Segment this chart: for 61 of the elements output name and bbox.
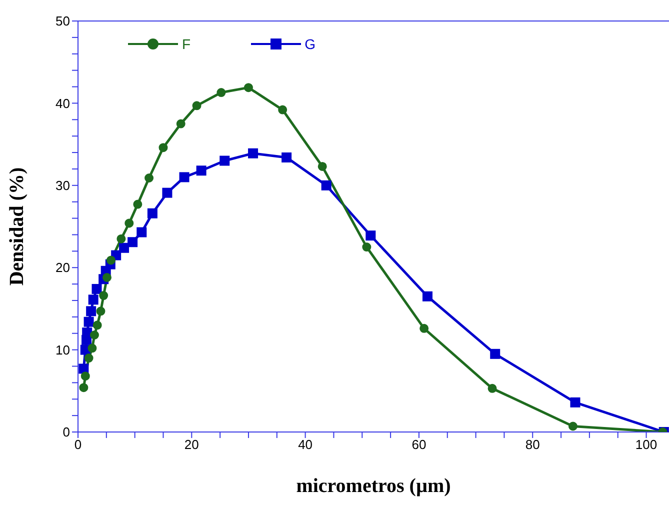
point (147, 208, 158, 218)
point (366, 230, 376, 241)
y-tick-label: 30 (56, 178, 70, 194)
point (490, 348, 500, 359)
y-tick-label: 40 (56, 96, 70, 111)
point (196, 166, 206, 176)
point (99, 291, 108, 300)
y-tick-label: 10 (56, 342, 70, 358)
y-axis-title: Densidad (%) (6, 167, 28, 286)
point (216, 88, 226, 98)
point (176, 119, 186, 128)
point (278, 105, 288, 114)
point (79, 383, 88, 392)
point (192, 101, 202, 110)
x-tick-label: 60 (412, 437, 426, 452)
point (248, 148, 258, 158)
point (179, 172, 190, 182)
x-tick-label: 0 (74, 437, 82, 452)
point (124, 218, 134, 228)
point (106, 256, 116, 265)
y-tick-label: 50 (56, 14, 70, 29)
point (88, 294, 98, 305)
point (244, 83, 253, 92)
point (162, 188, 172, 198)
point (84, 316, 94, 327)
point (136, 227, 147, 238)
point (92, 320, 102, 330)
point (78, 364, 89, 374)
point (86, 306, 96, 316)
point (128, 237, 138, 248)
y-tick-label: 20 (56, 260, 70, 276)
point (116, 234, 126, 244)
y-tick-label: 0 (62, 424, 70, 440)
legend-label: F (182, 36, 191, 52)
x-axis-title: micrometros (µm) (296, 475, 451, 497)
point (119, 242, 130, 253)
point (321, 180, 332, 190)
point (362, 242, 372, 252)
point (133, 200, 142, 209)
point (84, 354, 94, 363)
x-tick-label: 80 (525, 437, 540, 452)
point (488, 384, 497, 393)
x-tick-label: 20 (184, 437, 199, 452)
point (568, 422, 578, 431)
point (96, 306, 106, 316)
point (158, 143, 168, 152)
point (220, 156, 230, 166)
x-tick-label: 100 (635, 437, 658, 452)
point (88, 344, 97, 353)
point (570, 397, 580, 408)
point (420, 324, 429, 333)
legend-label: G (304, 36, 316, 52)
point (144, 174, 154, 182)
point (102, 272, 112, 282)
point (422, 291, 432, 302)
point (90, 330, 99, 340)
point (282, 152, 292, 162)
point (92, 284, 102, 294)
point (80, 372, 90, 381)
point (318, 162, 327, 171)
x-tick-label: 40 (298, 437, 313, 452)
